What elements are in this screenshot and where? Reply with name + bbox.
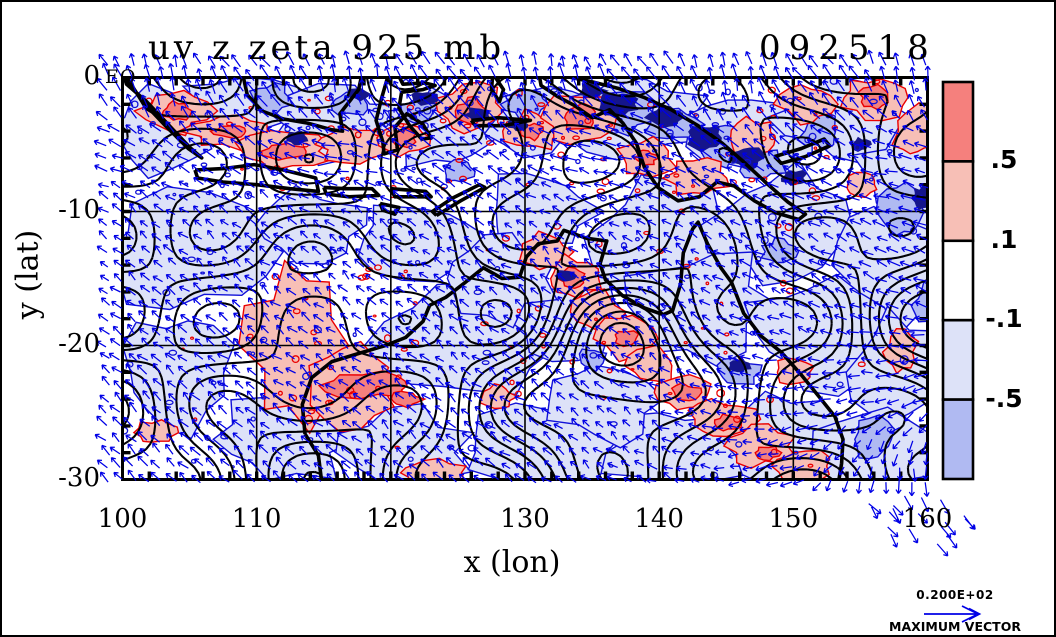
x-tick-label: 130 (500, 504, 550, 534)
x-tick-label: 140 (634, 504, 684, 534)
vorticity-shading-layer (122, 77, 928, 480)
y-tick-label: -20 (58, 328, 100, 359)
colorbar-label: -.5 (985, 383, 1023, 413)
x-tick-label: 110 (231, 504, 282, 534)
x-tick-label: 160 (902, 504, 953, 534)
colorbar-label: .1 (990, 224, 1018, 254)
x-tick-label: 150 (768, 504, 819, 534)
x-tick-label: 120 (366, 504, 416, 534)
colorbar-label: .5 (990, 145, 1018, 175)
x-tick-label: 100 (97, 504, 148, 534)
max-vector-value: 0.200E+02 (916, 588, 994, 602)
max-vector-arrow (924, 605, 982, 623)
y-tick-label: -10 (58, 194, 100, 225)
y-tick-label: -30 (58, 462, 100, 493)
equator-label: EQ (105, 66, 137, 88)
colorbar (941, 80, 975, 481)
axis-minor-ticks (122, 77, 928, 480)
y-tick-label: 0 (83, 60, 100, 91)
wind-vector-field (93, 49, 976, 557)
grid-lines (122, 77, 928, 480)
chart-title: uv z zeta 925 mb (148, 28, 506, 68)
x-axis-label: x (lon) (463, 545, 561, 580)
colorbar-label: -.1 (985, 304, 1023, 334)
max-vector-caption: MAXIMUM VECTOR (889, 619, 1021, 634)
datetime-stamp: 092518 (759, 28, 937, 68)
y-axis-label: y (lat) (10, 229, 46, 320)
